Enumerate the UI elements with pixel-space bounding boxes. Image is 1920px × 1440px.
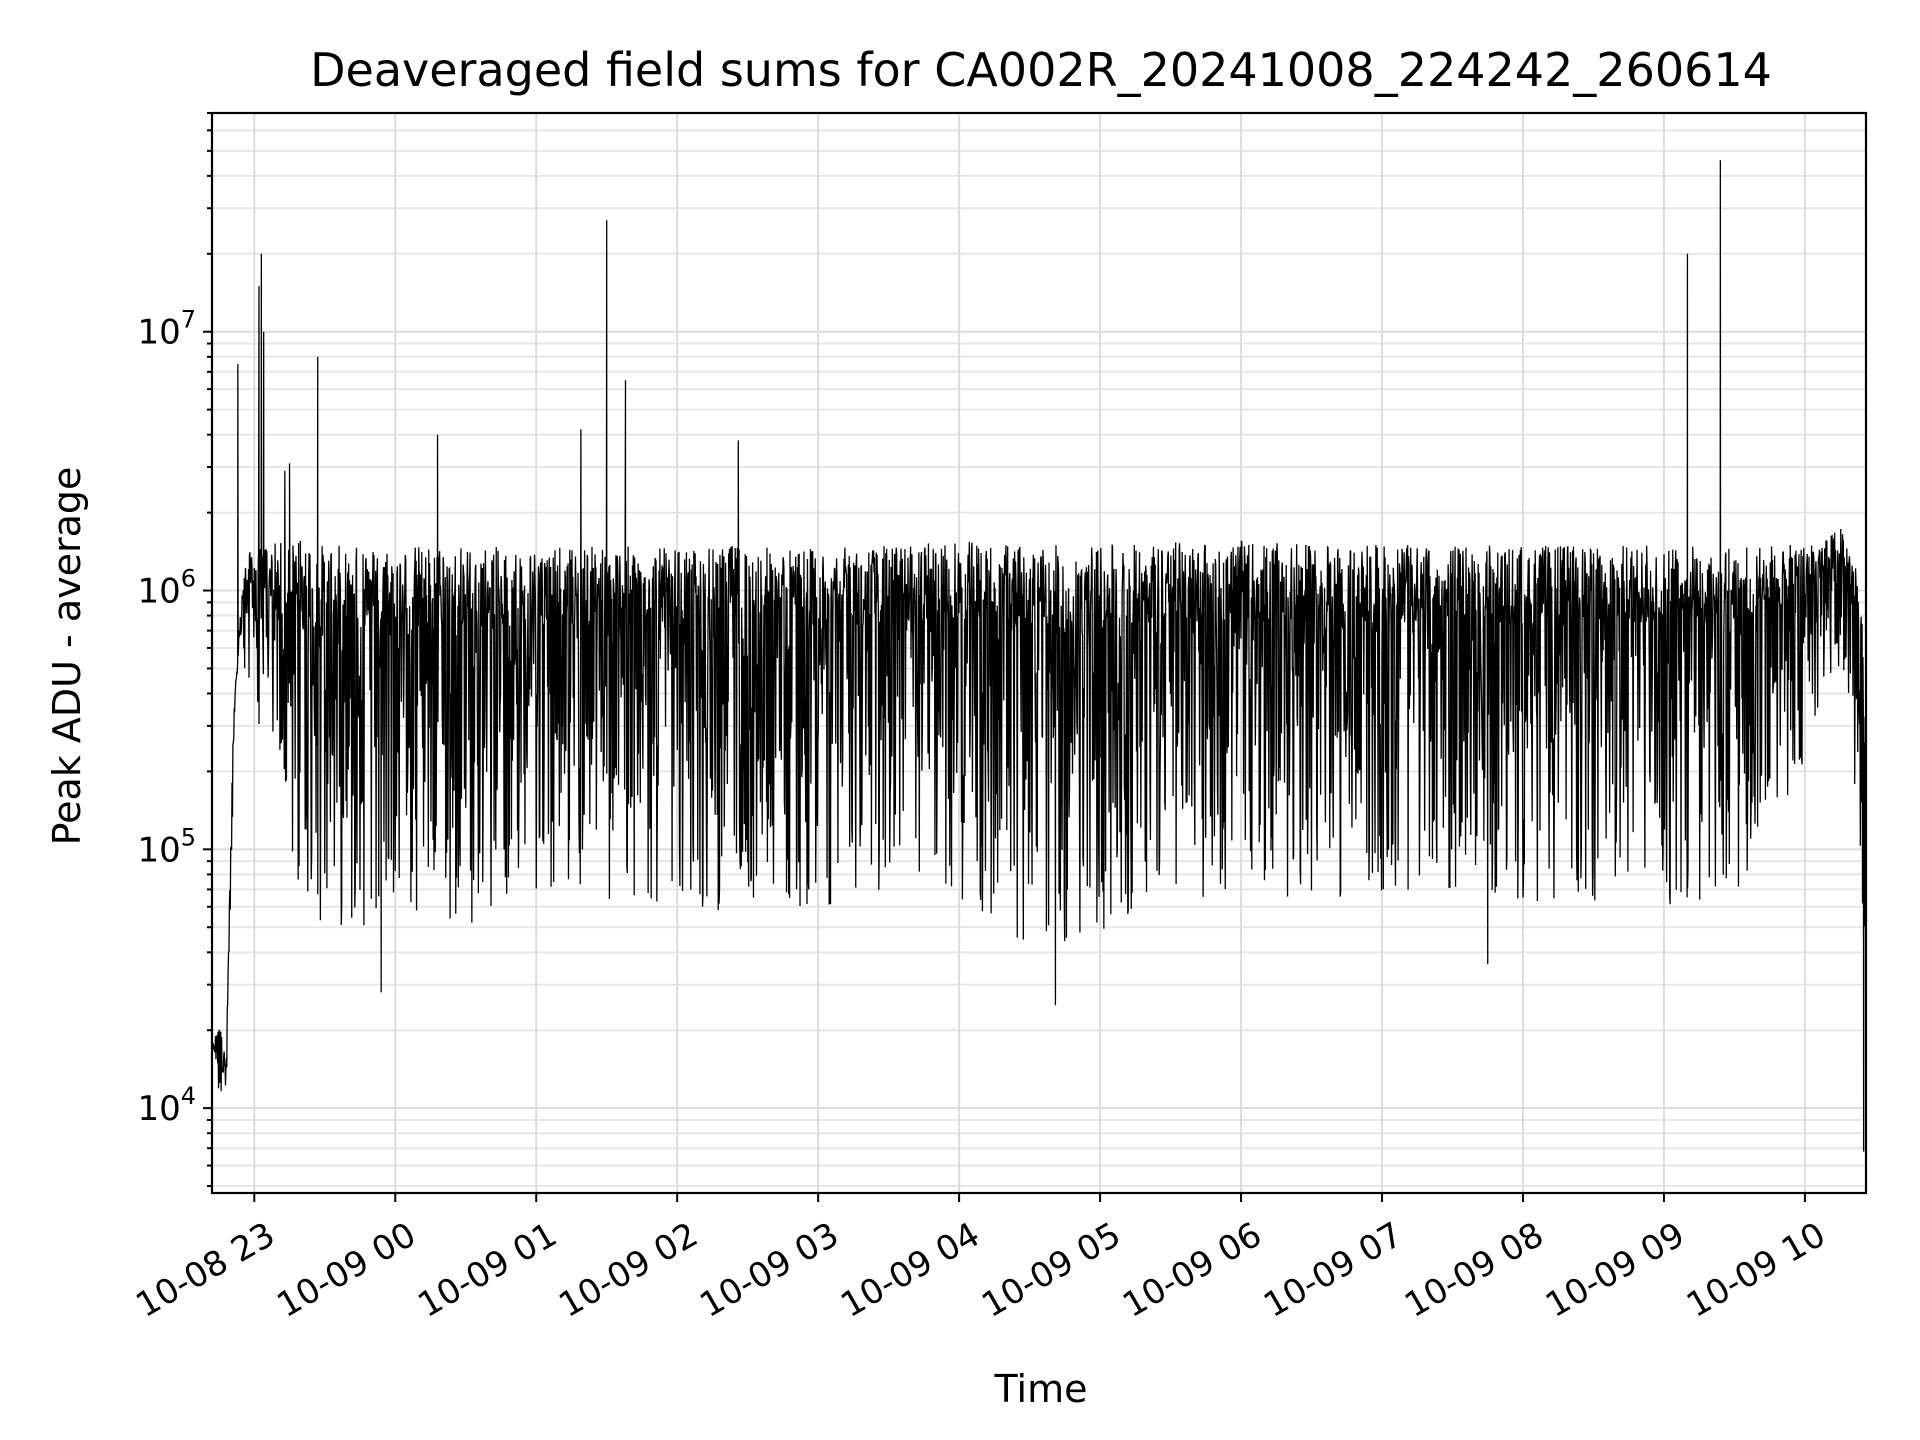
x-axis-label: Time (994, 1367, 1088, 1411)
y-axis: 104 105 106 107 (137, 112, 212, 1188)
x-tick-label: 10-09 05 (975, 1215, 1127, 1326)
x-tick-label: 10-09 02 (552, 1215, 704, 1326)
series-line (212, 160, 1866, 1152)
chart-title: Deaveraged field sums for CA002R_2024100… (310, 43, 1772, 97)
x-tick-label: 10-09 07 (1257, 1215, 1409, 1326)
x-tick-label: 10-08 23 (129, 1215, 281, 1326)
y-tick-label: 106 (137, 565, 196, 612)
x-tick-label: 10-09 09 (1539, 1215, 1691, 1326)
x-tick-label: 10-09 08 (1398, 1215, 1550, 1326)
y-axis-label: Peak ADU - average (45, 467, 89, 846)
x-tick-label: 10-09 03 (693, 1215, 845, 1326)
x-tick-label: 10-09 00 (270, 1215, 422, 1326)
x-tick-label: 10-09 01 (411, 1215, 563, 1326)
y-tick-label: 104 (137, 1082, 196, 1129)
axes-frame (210, 111, 1868, 1195)
x-tick-label: 10-09 10 (1680, 1215, 1832, 1326)
y-tick-label: 107 (137, 306, 196, 353)
x-tick-label: 10-09 06 (1116, 1215, 1268, 1326)
y-tick-label: 105 (137, 823, 196, 870)
x-tick-label: 10-09 04 (834, 1215, 986, 1326)
plot-area (212, 160, 1866, 1152)
